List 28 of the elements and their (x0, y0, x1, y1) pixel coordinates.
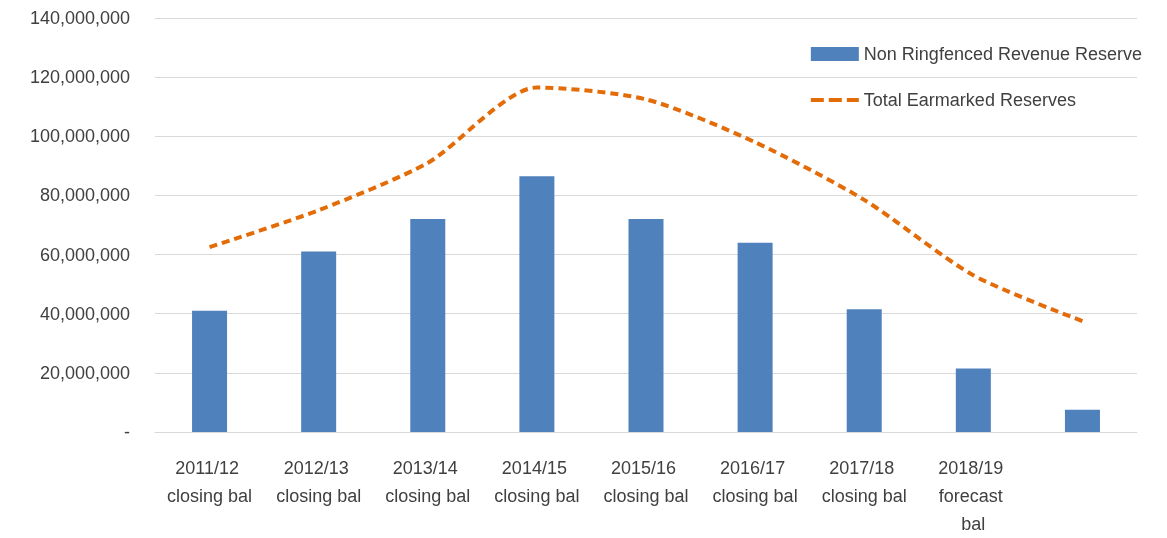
line-series (207, 85, 1085, 324)
y-tick-label: 100,000,000 (29, 126, 130, 147)
x-tick-label: 2017/18 closing bal (821, 458, 907, 506)
y-tick-label: 40,000,000 (39, 303, 130, 324)
bar (628, 219, 664, 432)
x-tick-label: 2013/14 closing bal (385, 458, 471, 506)
x-tick-label: 2018/19 forecast bal (938, 458, 1009, 534)
y-tick-label: 120,000,000 (29, 67, 130, 88)
bar (737, 242, 773, 432)
y-tick-label: 20,000,000 (39, 362, 130, 383)
legend-label: Total Earmarked Reserves (863, 90, 1076, 110)
x-tick-label: 2012/13 closing bal (276, 458, 362, 506)
y-tick-label: 140,000,000 (29, 8, 130, 28)
x-tick-label: 2014/15 closing bal (494, 458, 580, 506)
bar (1064, 409, 1100, 432)
x-tick-label: 2015/16 closing bal (603, 458, 689, 506)
bar (410, 219, 446, 432)
x-tick-label: 2016/17 closing bal (712, 458, 798, 506)
y-tick-label: - (124, 422, 130, 442)
x-tick-label: 2011/12 closing bal (167, 458, 253, 506)
bar (955, 368, 991, 432)
bar (192, 310, 228, 432)
y-tick-label: 60,000,000 (39, 244, 130, 265)
y-tick-label: 80,000,000 (39, 185, 130, 206)
bar (301, 251, 337, 432)
legend-label: Non Ringfenced Revenue Reserve (863, 44, 1143, 64)
bar (519, 176, 555, 432)
bar (846, 309, 882, 432)
